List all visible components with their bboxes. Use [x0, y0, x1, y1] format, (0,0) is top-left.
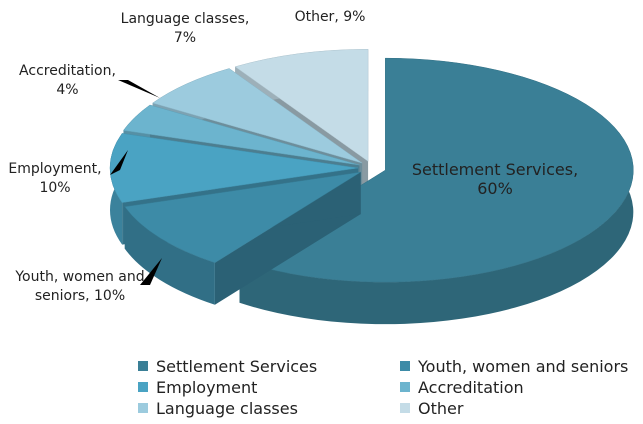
- slice: [123, 104, 360, 166]
- slice: [152, 68, 363, 164]
- legend-label: Language classes: [156, 399, 298, 418]
- legend-label: Employment: [156, 378, 258, 397]
- data-label: Youth, women and seniors, 10%: [15, 269, 145, 304]
- legend-swatch: [138, 361, 148, 371]
- legend-item: Language classes: [138, 399, 298, 418]
- legend-label: Youth, women and seniors: [418, 357, 629, 376]
- legend-item: Employment: [138, 378, 257, 397]
- legend-swatch: [400, 403, 410, 413]
- data-label: Employment, 10%: [8, 161, 102, 196]
- legend-swatch: [138, 382, 148, 392]
- legend-swatch: [138, 403, 148, 413]
- slice: [234, 49, 369, 162]
- data-label: Settlement Services, 60%: [411, 160, 579, 198]
- leader-line: [118, 80, 160, 98]
- legend-label: Other: [418, 399, 464, 418]
- legend-item: Settlement Services: [138, 357, 317, 376]
- slice-wall: [124, 206, 215, 305]
- legend-label: Accreditation: [418, 378, 524, 397]
- legend-item: Accreditation: [400, 378, 524, 397]
- data-label: Language classes, 7%: [120, 11, 250, 46]
- leader-line: [110, 150, 128, 175]
- slice: [124, 171, 361, 263]
- legend-swatch: [400, 382, 410, 392]
- slice: [109, 133, 359, 203]
- leader-line: [228, 55, 235, 70]
- legend-label: Settlement Services: [156, 357, 318, 376]
- data-label: Other, 9%: [294, 9, 366, 25]
- leader-line: [312, 28, 318, 42]
- legend-swatch: [400, 361, 410, 371]
- data-label: Accreditation, 4%: [19, 63, 116, 98]
- slice-wall: [239, 58, 634, 325]
- legend-item: Youth, women and seniors: [400, 357, 628, 376]
- legend-item: Other: [400, 399, 463, 418]
- leader-line: [140, 258, 162, 285]
